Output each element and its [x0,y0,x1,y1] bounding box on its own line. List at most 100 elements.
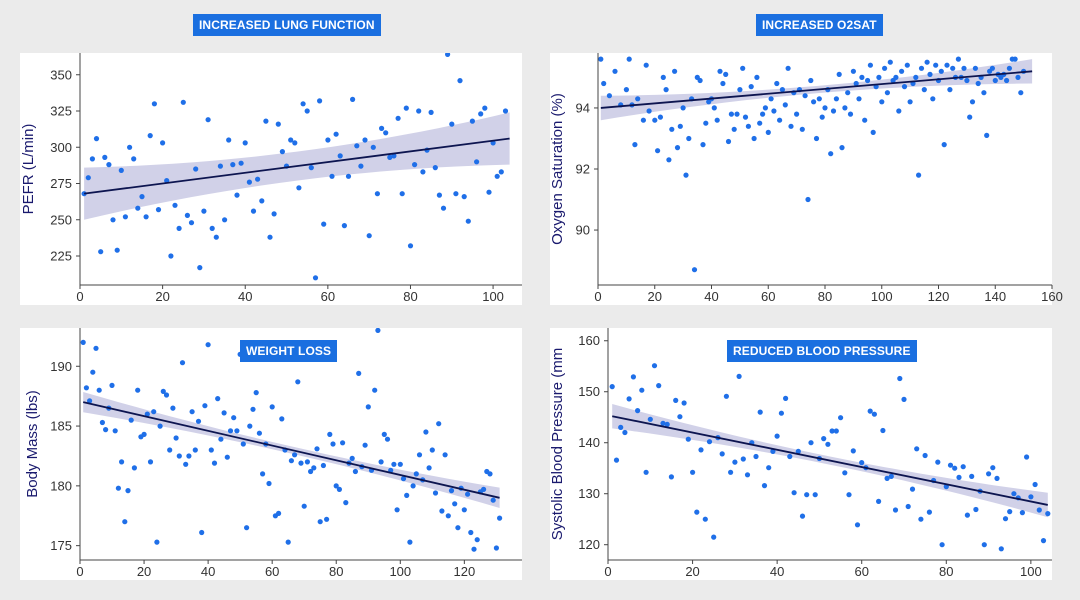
data-point [183,461,189,467]
data-point [867,408,873,414]
data-point [465,491,471,497]
data-point [151,101,157,107]
data-point [139,194,145,200]
data-point [737,87,743,93]
data-point [668,474,675,480]
data-point [103,427,109,433]
data-point [833,96,840,102]
data-point [343,500,349,506]
data-point [884,475,890,481]
plot-area-o2sat [598,56,1033,273]
data-point [947,87,953,93]
data-point [490,497,496,503]
data-point [122,519,128,525]
data-point [122,214,128,220]
data-point [192,447,198,453]
data-point [423,429,429,435]
data-point [876,498,882,504]
data-point [93,136,100,142]
regression-line [84,137,510,195]
data-point [986,471,992,477]
data-point [1018,90,1024,96]
data-point [471,546,477,552]
data-point [155,207,162,213]
x-tick-label: 140 [984,289,1006,304]
data-point [706,439,713,445]
data-point [918,516,924,522]
data-point [263,118,269,124]
regression-line [600,70,1033,109]
data-point [321,221,327,227]
data-point [862,117,868,123]
data-point [838,415,844,421]
data-point [494,173,500,179]
data-point [914,446,920,452]
data-point [795,448,801,454]
chart-panel-weight-loss [20,328,522,580]
chart-title-lung-function: INCREASED LUNG FUNCTION [193,14,381,36]
data-point [711,105,717,111]
data-point [341,223,347,229]
data-point [445,513,451,519]
data-point [606,93,613,99]
data-point [799,126,805,132]
data-point [981,542,987,548]
data-point [647,416,653,422]
data-point [176,225,182,231]
data-point [639,387,645,393]
y-tick-label: 140 [578,435,600,450]
data-point [799,513,806,519]
data-point [664,421,670,427]
data-point [312,275,319,281]
data-point [250,208,257,214]
data-point [808,77,814,84]
data-point [794,111,800,117]
data-point [432,490,439,496]
data-point [856,96,862,102]
data-point [922,452,928,459]
data-point [461,194,467,200]
data-point [482,105,488,111]
data-point [131,465,137,471]
data-point [663,87,669,93]
data-point [998,546,1004,552]
data-point [461,507,467,513]
data-point [1036,507,1042,513]
data-point [783,395,789,401]
data-point [365,404,371,410]
data-point [969,473,975,479]
x-tick-label: 0 [604,564,611,579]
data-point [761,483,768,489]
data-point [455,525,461,531]
data-point [436,421,442,427]
data-point [1011,491,1017,497]
data-point [819,114,825,120]
x-tick-label: 80 [329,564,343,579]
x-tick-label: 120 [453,564,475,579]
data-point [448,488,455,494]
data-point [426,465,432,471]
data-point [329,173,335,179]
data-point [703,120,709,126]
data-point [774,433,780,439]
regression-line [83,401,500,499]
data-point [842,105,848,111]
data-point [99,419,105,426]
data-point [227,428,234,434]
data-point [897,375,903,382]
data-point [892,507,899,513]
data-point [362,442,368,448]
data-point [981,90,987,96]
data-point [655,148,661,154]
data-point [720,80,726,87]
data-point [622,429,628,436]
data-point [333,131,339,137]
data-point [652,117,658,123]
data-point [1024,454,1030,460]
data-point [269,404,275,410]
data-point [311,465,317,471]
data-point [135,205,141,211]
data-point [740,65,746,71]
data-point [394,507,400,513]
data-point [916,172,922,178]
